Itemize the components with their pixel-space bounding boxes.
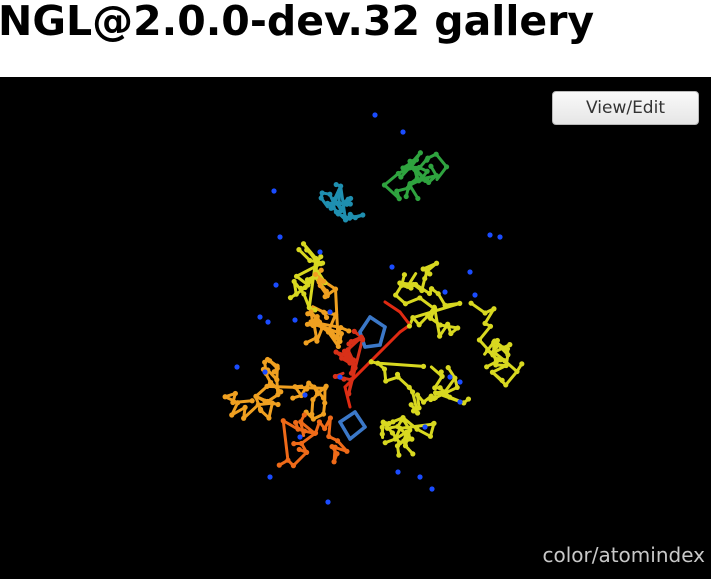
view-edit-button[interactable]: View/Edit (552, 91, 699, 125)
page-title: NGL@2.0.0-dev.32 gallery (0, 0, 595, 45)
representation-caption: color/atomindex (542, 543, 705, 567)
molecule-structure-icon (222, 112, 525, 505)
molecule-viewer[interactable]: View/Edit color/atomindex (0, 77, 711, 579)
